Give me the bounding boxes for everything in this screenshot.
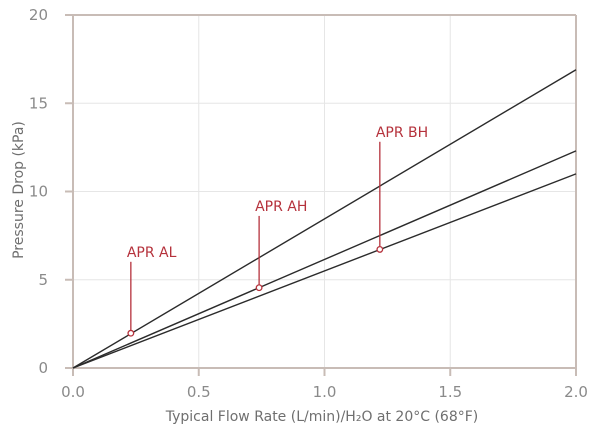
y-tick-label: 10 (29, 183, 48, 201)
annotation-marker (127, 329, 135, 337)
x-tick-label: 0.5 (187, 383, 211, 401)
annotation-label: APR AH (255, 199, 307, 215)
y-tick-label: 15 (29, 94, 48, 112)
x-tick-label: 0.0 (61, 383, 85, 401)
y-tick-label: 20 (29, 6, 48, 24)
x-tick-label: 1.5 (438, 383, 462, 401)
y-tick-label: 0 (38, 359, 48, 377)
annotation-marker (255, 284, 263, 292)
x-tick-label: 2.0 (564, 383, 588, 401)
annotation-label: APR AL (127, 245, 177, 261)
series-line (72, 69, 577, 369)
tick-labels: 0.0 0.5 1.0 1.5 2.0 0 5 10 15 20 (29, 6, 588, 401)
y-axis-label: Pressure Drop (kPa) (11, 121, 27, 259)
series-line (72, 173, 577, 369)
axes (65, 14, 577, 376)
x-axis-label: Typical Flow Rate (L/min)/H₂O at 20°C (6… (165, 409, 479, 425)
annotation-label: APR BH (376, 125, 428, 141)
grid (73, 14, 576, 368)
annotation-marker (376, 245, 384, 253)
series-line (72, 150, 577, 369)
series-lines (72, 69, 577, 369)
x-tick-label: 1.0 (313, 383, 337, 401)
annotations: APR AL APR AH APR BH (127, 125, 428, 337)
y-tick-label: 5 (38, 271, 48, 289)
